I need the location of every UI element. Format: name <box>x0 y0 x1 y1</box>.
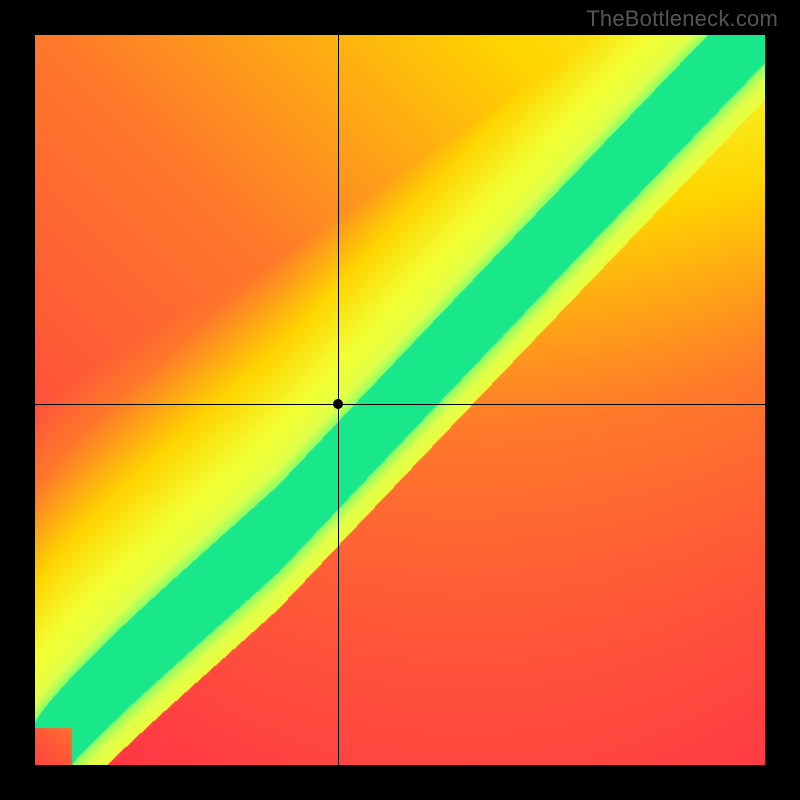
crosshair-horizontal <box>35 404 765 405</box>
crosshair-marker <box>333 399 343 409</box>
chart-container: TheBottleneck.com <box>0 0 800 800</box>
plot-area <box>35 35 765 765</box>
watermark-text: TheBottleneck.com <box>586 6 778 32</box>
heatmap-canvas <box>35 35 765 765</box>
